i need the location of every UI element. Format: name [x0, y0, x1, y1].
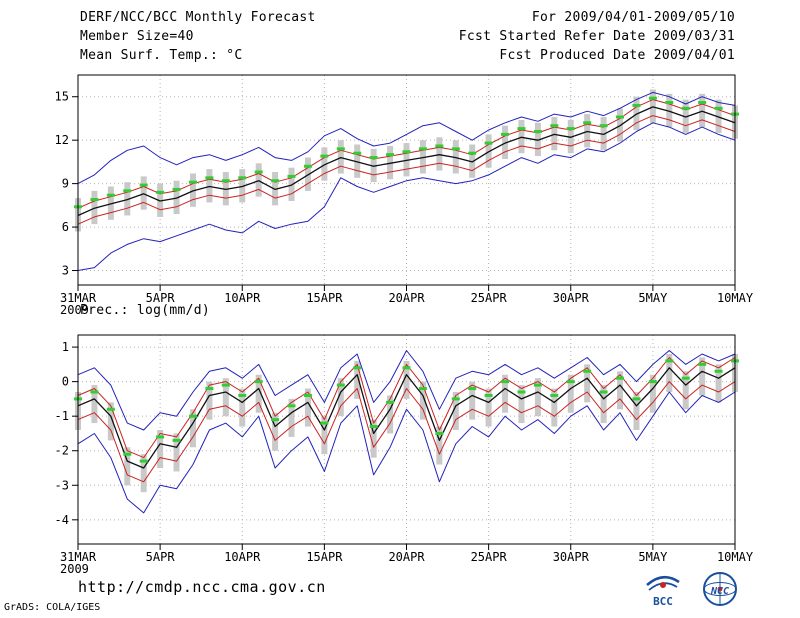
svg-text:-1: -1 — [55, 409, 69, 423]
fcst-refer-date-label: Fcst Started Refer Date 2009/03/31 — [458, 29, 735, 44]
svg-text:10APR: 10APR — [224, 550, 261, 564]
forecast-range-label: For 2009/04/01-2009/05/10 — [531, 10, 735, 25]
precipitation-forecast-chart: -4 -3 -2 -1 0 1 31MAR 5APR 10APR 15APR 20APR 25APR 3… — [55, 334, 754, 576]
svg-text:-2: -2 — [55, 444, 69, 458]
ncc-logo-text: NCC — [710, 586, 729, 597]
temperature-forecast-chart: 3 6 9 12 15 31MAR 5APR 10APR 15APR 20APR 25APR 30AP… — [55, 74, 754, 317]
header-left: DERF/NCC/BCC Monthly Forecast Member Siz… — [80, 8, 316, 65]
svg-text:2009: 2009 — [60, 562, 89, 576]
fcst-produced-date-label: Fcst Produced Date 2009/04/01 — [499, 48, 735, 63]
svg-text:20APR: 20APR — [388, 291, 425, 305]
svg-text:3: 3 — [62, 264, 69, 278]
website-url: http://cmdp.ncc.cma.gov.cn — [78, 578, 326, 596]
svg-text:-3: -3 — [55, 478, 69, 492]
svg-text:25APR: 25APR — [471, 550, 508, 564]
svg-text:5APR: 5APR — [146, 291, 176, 305]
plot-title: DERF/NCC/BCC Monthly Forecast — [80, 10, 316, 25]
svg-text:30APR: 30APR — [553, 550, 590, 564]
svg-text:5MAY: 5MAY — [638, 550, 668, 564]
ncc-logo: NCC — [703, 572, 737, 606]
svg-text:30APR: 30APR — [553, 291, 590, 305]
svg-text:10MAY: 10MAY — [717, 550, 754, 564]
svg-text:5MAY: 5MAY — [638, 291, 668, 305]
member-size-label: Member Size=40 — [80, 29, 194, 44]
svg-text:5APR: 5APR — [146, 550, 176, 564]
svg-text:2009: 2009 — [60, 303, 89, 317]
svg-text:15: 15 — [55, 90, 69, 104]
svg-text:9: 9 — [62, 177, 69, 191]
svg-text:31MAR: 31MAR — [60, 550, 97, 564]
svg-text:20APR: 20APR — [388, 550, 425, 564]
svg-text:12: 12 — [55, 133, 69, 147]
svg-text:0: 0 — [62, 375, 69, 389]
svg-text:31MAR: 31MAR — [60, 291, 97, 305]
svg-text:1: 1 — [62, 340, 69, 354]
header-right: For 2009/04/01-2009/05/10 Fcst Started R… — [459, 8, 735, 65]
grads-credit: GrADS: COLA/IGES — [4, 602, 101, 613]
temperature-variable-label: Mean Surf. Temp.: °C — [80, 48, 243, 63]
bcc-logo-text: BCC — [653, 595, 673, 608]
svg-text:25APR: 25APR — [471, 291, 508, 305]
bcc-logo: BCC — [646, 575, 680, 608]
svg-text:15APR: 15APR — [306, 291, 343, 305]
svg-text:10APR: 10APR — [224, 291, 261, 305]
svg-text:10MAY: 10MAY — [717, 291, 754, 305]
svg-text:15APR: 15APR — [306, 550, 343, 564]
svg-text:6: 6 — [62, 220, 69, 234]
precip-variable-label: Prec.: log(mm/d) — [80, 303, 211, 318]
logo-group: BCC NCC — [640, 570, 742, 608]
svg-text:-4: -4 — [55, 513, 69, 527]
